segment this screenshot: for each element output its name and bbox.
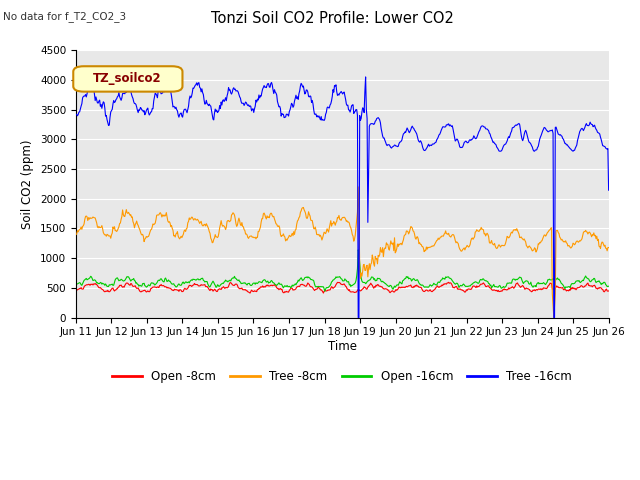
FancyBboxPatch shape	[73, 66, 182, 92]
X-axis label: Time: Time	[328, 340, 356, 353]
Y-axis label: Soil CO2 (ppm): Soil CO2 (ppm)	[21, 139, 35, 228]
Legend: Open -8cm, Tree -8cm, Open -16cm, Tree -16cm: Open -8cm, Tree -8cm, Open -16cm, Tree -…	[108, 365, 577, 388]
Text: TZ_soilco2: TZ_soilco2	[93, 72, 162, 85]
Text: Tonzi Soil CO2 Profile: Lower CO2: Tonzi Soil CO2 Profile: Lower CO2	[211, 11, 454, 26]
Text: No data for f_T2_CO2_3: No data for f_T2_CO2_3	[3, 11, 126, 22]
